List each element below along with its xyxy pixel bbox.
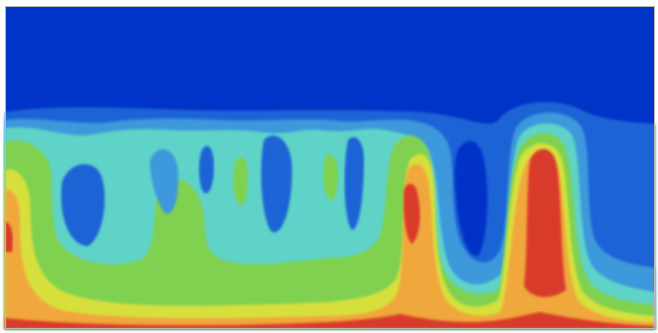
band-red-bottom — [5, 312, 655, 329]
band-red — [5, 222, 13, 252]
blue-core-6 — [454, 141, 488, 257]
green-blob-2 — [323, 154, 338, 200]
hot-column-right — [524, 148, 566, 298]
blue-core-2 — [150, 149, 179, 214]
green-blob-1 — [233, 156, 248, 206]
blue-core-4 — [261, 135, 292, 233]
blue-core-5 — [344, 137, 364, 230]
band-orange — [5, 152, 655, 329]
blue-core-3 — [199, 145, 214, 194]
blue-core-1 — [61, 164, 105, 246]
plot-frame — [5, 6, 655, 329]
hot-column-left — [403, 183, 420, 244]
